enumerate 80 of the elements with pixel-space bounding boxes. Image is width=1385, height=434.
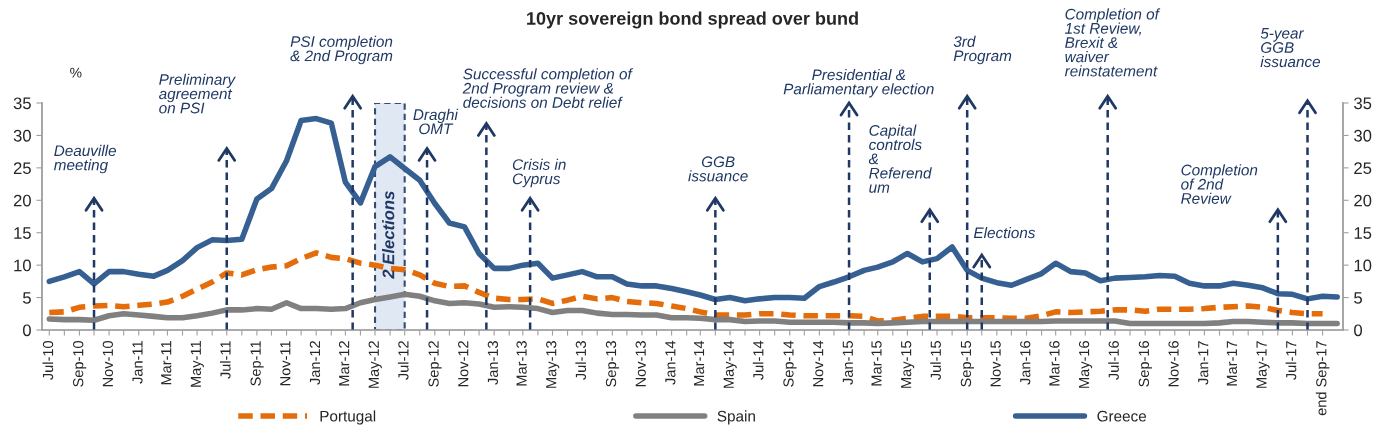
y-tick-label: 5 — [22, 292, 31, 304]
x-tick-label: Jul-15 — [930, 341, 941, 380]
x-tick-label: Jan-11 — [132, 341, 143, 384]
y2-tick-label: 20 — [1354, 194, 1372, 207]
x-tick-label: May-14 — [723, 340, 737, 388]
x-tick-label: Nov-14 — [813, 340, 824, 387]
x-tick-label: Mar-15 — [871, 341, 882, 386]
x-tick-label: May-15 — [901, 341, 915, 388]
x-tick-label: May-13 — [546, 341, 560, 388]
x-tick-label: Jan-12 — [309, 341, 321, 385]
y-tick-label: 0 — [22, 324, 31, 337]
x-tick-label: Mar-11 — [161, 341, 172, 385]
ref-line-label: Crisis in Cyprus — [512, 158, 566, 188]
x-tick-label: Sep-13 — [605, 341, 620, 387]
ref-line-label: Completion of 1st Review, Brexit & waiver reinstatement — [1064, 8, 1161, 77]
y-tick-label: 20 — [13, 194, 31, 207]
x-tick-label: Sep-11 — [250, 341, 264, 386]
x-tick-label: May-17 — [1256, 341, 1270, 388]
x-tick-label: Jul-10 — [42, 340, 54, 380]
y-tick-label: 25 — [13, 162, 31, 175]
x-tick-label: May-16 — [1078, 341, 1093, 388]
legend-label: Spain — [717, 410, 755, 425]
y-axis-title: % — [70, 67, 82, 78]
x-tick-label: Mar-12 — [338, 341, 350, 386]
ref-line-label: Preliminary agreement on PSI — [159, 73, 236, 114]
x-tick-label: May-11 — [190, 341, 204, 387]
x-tick-label: Nov-13 — [635, 341, 646, 387]
x-tick-label: Jul-13 — [575, 341, 587, 380]
x-tick-label: Jan-15 — [842, 341, 853, 385]
ref-line-label: Successful completion of 2nd Program review & decisions on Debt relief — [462, 68, 634, 108]
x-tick-label: Jul-14 — [752, 340, 764, 380]
ref-line-label: 3rd Program — [953, 35, 1012, 65]
x-tick-label: Sep-15 — [960, 341, 974, 387]
x-tick-label: Mar-14 — [694, 340, 705, 386]
x-tick-label: Nov-16 — [1168, 341, 1179, 387]
ref-line-label: Presidential & Parliamentary election — [783, 68, 934, 98]
ref-line-label: Completion of 2nd Review — [1181, 164, 1258, 204]
y-tick-label: 10 — [14, 259, 31, 272]
x-tick-label: Nov-12 — [458, 341, 469, 387]
ref-line-label: GGB issuance — [688, 156, 748, 182]
ref-line-label: PSI completion & 2nd Program — [290, 35, 393, 65]
y-tick-label: 15 — [14, 227, 31, 239]
ref-line-label: Elections — [973, 226, 1036, 239]
x-tick-label: Nov-11 — [280, 341, 291, 386]
x-tick-label: Jan-16 — [1020, 341, 1031, 385]
x-tick-label: Jul-12 — [397, 341, 409, 380]
x-tick-label: Jan-14 — [665, 340, 676, 385]
x-tick-label: May-12 — [368, 341, 382, 388]
x-tick-label: Jul-16 — [1108, 341, 1119, 380]
x-tick-label: Mar-13 — [516, 341, 527, 386]
ref-line-label: Draghi OMT — [413, 108, 459, 135]
x-tick-label: Sep-14 — [783, 340, 797, 387]
x-tick-label: Jan-13 — [487, 341, 499, 385]
y2-tick-label: 30 — [1354, 129, 1372, 142]
legend-label: Greece — [1097, 410, 1147, 422]
band-label: 2 Elections — [382, 191, 395, 279]
y2-tick-label: 0 — [1354, 324, 1363, 337]
x-tick-label: end Sep-17 — [1315, 341, 1330, 416]
legend-label: Portugal — [320, 410, 376, 425]
x-tick-label: Jul-17 — [1285, 341, 1297, 380]
x-tick-label: Jan-17 — [1198, 341, 1209, 385]
x-tick-label: Mar-16 — [1049, 341, 1060, 386]
chart-title: 10yr sovereign bond spread over bund — [527, 11, 858, 29]
x-tick-label: Sep-10 — [73, 340, 87, 387]
x-tick-label: Jul-11 — [219, 341, 231, 379]
x-tick-label: Sep-12 — [428, 341, 442, 387]
ref-line-label: Capital controls & Referend um — [868, 124, 932, 193]
y-tick-label: 35 — [13, 97, 31, 110]
x-tick-label: Nov-15 — [990, 341, 1001, 387]
ref-line-label: 5-year GGB issuance — [1260, 28, 1321, 68]
y2-tick-label: 35 — [1354, 97, 1372, 110]
y2-tick-label: 15 — [1354, 227, 1372, 239]
ref-line-label: Deauville meeting — [54, 144, 117, 174]
y2-tick-label: 5 — [1354, 292, 1362, 304]
y2-tick-label: 10 — [1354, 259, 1372, 272]
y2-tick-label: 25 — [1354, 162, 1372, 175]
y-tick-label: 30 — [13, 129, 31, 142]
x-tick-label: Mar-17 — [1226, 341, 1238, 386]
x-tick-label: Sep-16 — [1138, 341, 1152, 387]
x-tick-label: Nov-10 — [102, 340, 114, 387]
